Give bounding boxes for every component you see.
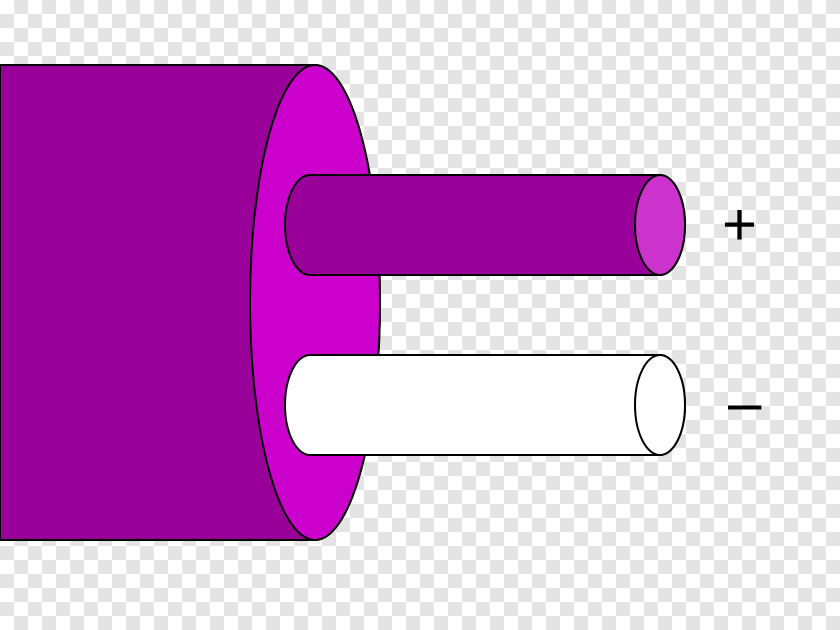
cable-diagram bbox=[0, 0, 840, 630]
negative-conductor-cap bbox=[635, 355, 685, 455]
negative-conductor-body bbox=[285, 355, 685, 455]
positive-label: + bbox=[722, 195, 757, 255]
positive-conductor-body bbox=[285, 175, 685, 275]
negative-label: – bbox=[728, 373, 761, 433]
jacket-cap bbox=[250, 65, 380, 540]
positive-conductor-cap bbox=[635, 175, 685, 275]
